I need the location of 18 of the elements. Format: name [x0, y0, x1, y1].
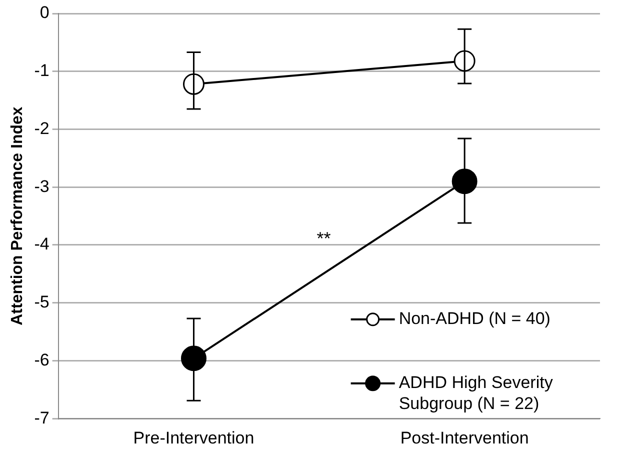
- point: [452, 168, 478, 194]
- point: [180, 346, 206, 372]
- y-tick-label: -5: [34, 292, 50, 312]
- y-tick-label: -4: [34, 234, 50, 254]
- legend-label: Non-ADHD (N = 40): [398, 309, 550, 328]
- y-tick-label: -7: [34, 408, 50, 428]
- legend-label: ADHD High Severity Subgroup (N = 22): [398, 373, 554, 414]
- x-tick-label: Post-Intervention: [400, 428, 529, 448]
- x-tick-label: Pre-Intervention: [133, 428, 254, 448]
- point: [454, 50, 476, 72]
- annotation: **: [316, 228, 331, 248]
- y-tick-label: -2: [34, 118, 50, 138]
- point: [182, 73, 204, 95]
- y-axis-title: Attention Performance Index: [9, 106, 26, 326]
- y-tick-label: -6: [34, 350, 50, 370]
- y-tick-label: -1: [34, 61, 50, 80]
- y-tick-label: -3: [34, 176, 50, 196]
- y-tick-label: 0: [40, 3, 50, 22]
